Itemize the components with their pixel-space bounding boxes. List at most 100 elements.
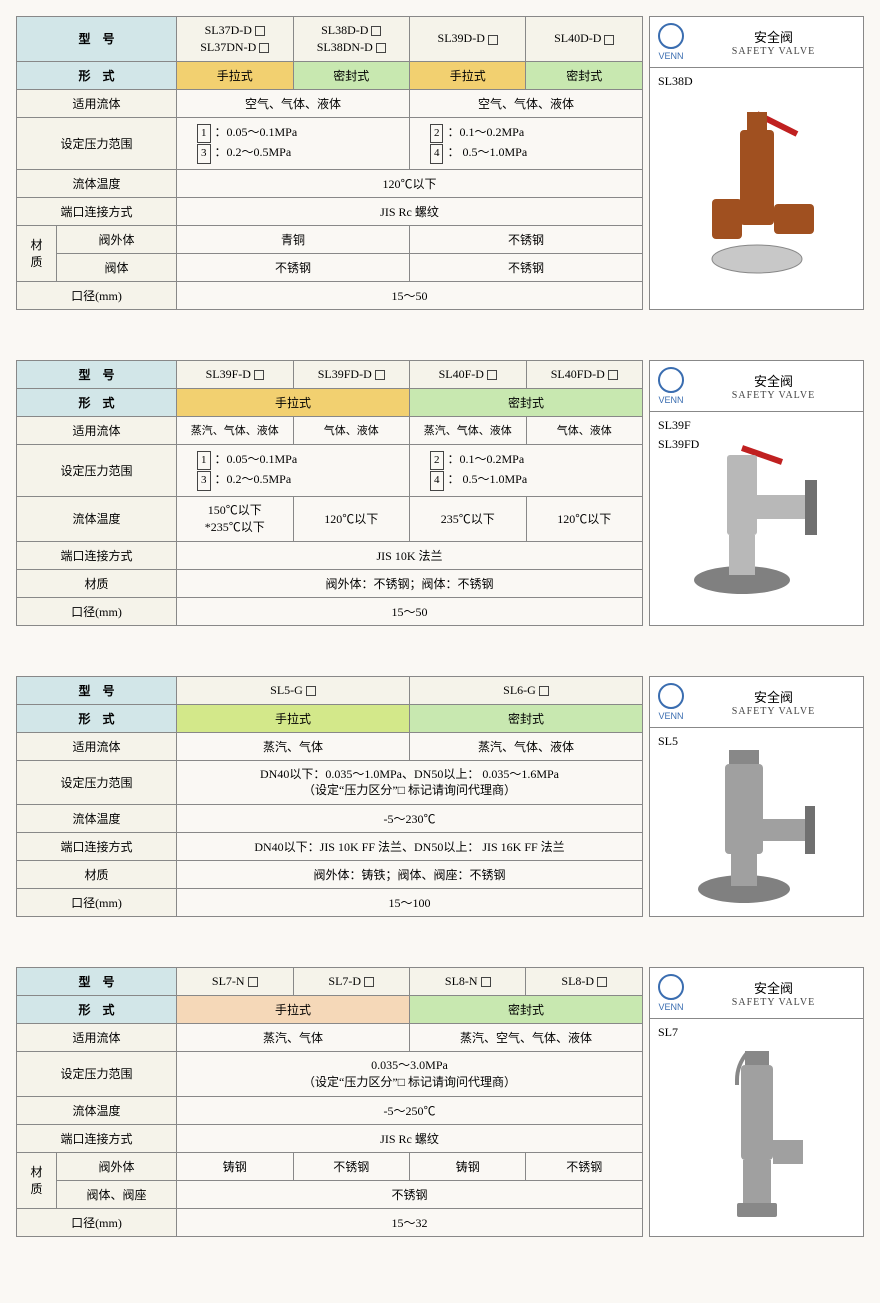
venn-logo: VENN	[658, 683, 684, 721]
row-header-material: 材质	[17, 1152, 57, 1208]
model-cell: SL7-D	[293, 968, 409, 996]
side-title: 安全阀SAFETY VALVE	[692, 978, 855, 1008]
form-cell: 密封式	[410, 388, 643, 416]
fluid-cell: 空气、气体、液体	[409, 89, 642, 117]
row-header-outer: 阀外体	[57, 1152, 177, 1180]
spec-table-1: 型 号 SL37D-D SL37DN-D SL38D-D SL38DN-D SL…	[16, 16, 643, 310]
dia-cell: 15～100	[177, 889, 643, 917]
row-header-dia: 口径(mm)	[17, 281, 177, 309]
spec-section-2: 型 号 SL39F-D SL39FD-D SL40F-D SL40FD-D 形 …	[16, 360, 864, 626]
row-header-pressure: 设定压力范围	[17, 760, 177, 805]
mat-cell: 阀外体：铸铁；阀体、阀座：不锈钢	[177, 861, 643, 889]
spec-section-4: 型 号 SL7-N SL7-D SL8-N SL8-D 形 式 手拉式 密封式 …	[16, 967, 864, 1237]
row-header-model: 型 号	[17, 360, 177, 388]
row-header-model: 型 号	[17, 968, 177, 996]
model-cell: SL40F-D	[410, 360, 527, 388]
mat-cell: 铸钢	[177, 1152, 293, 1180]
pressure-cell: 0.035～3.0MPa（设定“压力区分”□ 标记请询问代理商）	[177, 1052, 643, 1097]
spec-section-3: 型 号 SL5-G SL6-G 形 式 手拉式 密封式 适用流体 蒸汽、气体 蒸…	[16, 676, 864, 918]
side-panel: VENN 安全阀SAFETY VALVE SL7	[649, 967, 864, 1237]
row-header-conn: 端口连接方式	[17, 541, 177, 569]
model-cell: SL39F-D	[177, 360, 294, 388]
row-header-dia: 口径(mm)	[17, 1208, 177, 1236]
row-header-model: 型 号	[17, 17, 177, 62]
row-header-fluid: 适用流体	[17, 732, 177, 760]
side-model-label: SL39F	[658, 418, 855, 433]
fluid-cell: 蒸汽、空气、气体、液体	[409, 1024, 642, 1052]
side-panel: VENN 安全阀SAFETY VALVE SL5	[649, 676, 864, 918]
form-cell: 密封式	[409, 996, 642, 1024]
row-header-fluid: 适用流体	[17, 416, 177, 444]
row-header-form: 形 式	[17, 61, 177, 89]
mat-cell: 不锈钢	[177, 253, 410, 281]
row-header-form: 形 式	[17, 388, 177, 416]
form-cell: 手拉式	[177, 996, 410, 1024]
spec-table-2: 型 号 SL39F-D SL39FD-D SL40F-D SL40FD-D 形 …	[16, 360, 643, 626]
dia-cell: 15～50	[177, 281, 643, 309]
conn-cell: DN40以下：JIS 10K FF 法兰、DN50以上： JIS 16K FF …	[177, 833, 643, 861]
model-cell: SL7-N	[177, 968, 293, 996]
mat-cell: 不锈钢	[293, 1152, 409, 1180]
row-header-conn: 端口连接方式	[17, 197, 177, 225]
pressure-cell: 2：0.1～0.2MPa 4： 0.5～1.0MPa	[410, 444, 643, 496]
mat-cell: 不锈钢	[177, 1180, 643, 1208]
form-cell: 密封式	[526, 61, 643, 89]
valve-image	[697, 1045, 817, 1225]
side-title: 安全阀SAFETY VALVE	[692, 27, 855, 57]
side-panel: VENN 安全阀SAFETY VALVE SL39F SL39FD	[649, 360, 864, 626]
valve-image	[687, 440, 827, 610]
row-header-pressure: 设定压力范围	[17, 444, 177, 496]
model-cell: SL40FD-D	[526, 360, 643, 388]
form-cell: 密封式	[410, 704, 643, 732]
pressure-cell: 1：0.05～0.1MPa 3：0.2～0.5MPa	[177, 444, 410, 496]
row-header-temp: 流体温度	[17, 1096, 177, 1124]
temp-cell: 120℃以下	[526, 496, 643, 541]
conn-cell: JIS Rc 螺纹	[177, 1124, 643, 1152]
fluid-cell: 气体、液体	[526, 416, 643, 444]
spec-table-3: 型 号 SL5-G SL6-G 形 式 手拉式 密封式 适用流体 蒸汽、气体 蒸…	[16, 676, 643, 918]
row-header-fluid: 适用流体	[17, 89, 177, 117]
dia-cell: 15～32	[177, 1208, 643, 1236]
side-model-label: SL7	[658, 1025, 855, 1040]
fluid-cell: 蒸汽、气体、液体	[410, 732, 643, 760]
row-header-conn: 端口连接方式	[17, 1124, 177, 1152]
temp-cell: -5～230℃	[177, 805, 643, 833]
row-header-form: 形 式	[17, 996, 177, 1024]
mat-cell: 不锈钢	[409, 225, 642, 253]
model-cell: SL39D-D	[409, 17, 525, 62]
venn-logo: VENN	[658, 23, 684, 61]
mat-cell: 青铜	[177, 225, 410, 253]
model-cell: SL8-N	[409, 968, 525, 996]
row-header-material: 材质	[17, 861, 177, 889]
fluid-cell: 空气、气体、液体	[177, 89, 410, 117]
model-cell: SL39FD-D	[293, 360, 410, 388]
spec-section-1: 型 号 SL37D-D SL37DN-D SL38D-D SL38DN-D SL…	[16, 16, 864, 310]
mat-cell: 铸钢	[409, 1152, 525, 1180]
fluid-cell: 蒸汽、气体	[177, 1024, 410, 1052]
row-header-dia: 口径(mm)	[17, 597, 177, 625]
model-cell: SL38D-D SL38DN-D	[293, 17, 409, 62]
model-cell: SL8-D	[526, 968, 643, 996]
form-cell: 手拉式	[177, 61, 293, 89]
temp-cell: 235℃以下	[410, 496, 527, 541]
row-header-body: 阀体	[57, 253, 177, 281]
fluid-cell: 蒸汽、气体	[177, 732, 410, 760]
conn-cell: JIS Rc 螺纹	[177, 197, 643, 225]
row-header-dia: 口径(mm)	[17, 889, 177, 917]
venn-logo: VENN	[658, 974, 684, 1012]
model-cell: SL5-G	[177, 676, 410, 704]
temp-cell: 120℃以下	[293, 496, 410, 541]
row-header-conn: 端口连接方式	[17, 833, 177, 861]
pressure-cell: DN40以下：0.035～1.0MPa、DN50以上： 0.035～1.6MPa…	[177, 760, 643, 805]
fluid-cell: 蒸汽、气体、液体	[177, 416, 294, 444]
form-cell: 手拉式	[177, 704, 410, 732]
mat-cell: 不锈钢	[526, 1152, 643, 1180]
side-panel: VENN 安全阀SAFETY VALVE SL38D	[649, 16, 864, 310]
model-cell: SL40D-D	[526, 17, 643, 62]
side-title: 安全阀SAFETY VALVE	[692, 371, 855, 401]
dia-cell: 15～50	[177, 597, 643, 625]
row-header-material: 材质	[17, 225, 57, 281]
row-header-outer: 阀外体	[57, 225, 177, 253]
row-header-pressure: 设定压力范围	[17, 117, 177, 169]
mat-cell: 不锈钢	[409, 253, 642, 281]
